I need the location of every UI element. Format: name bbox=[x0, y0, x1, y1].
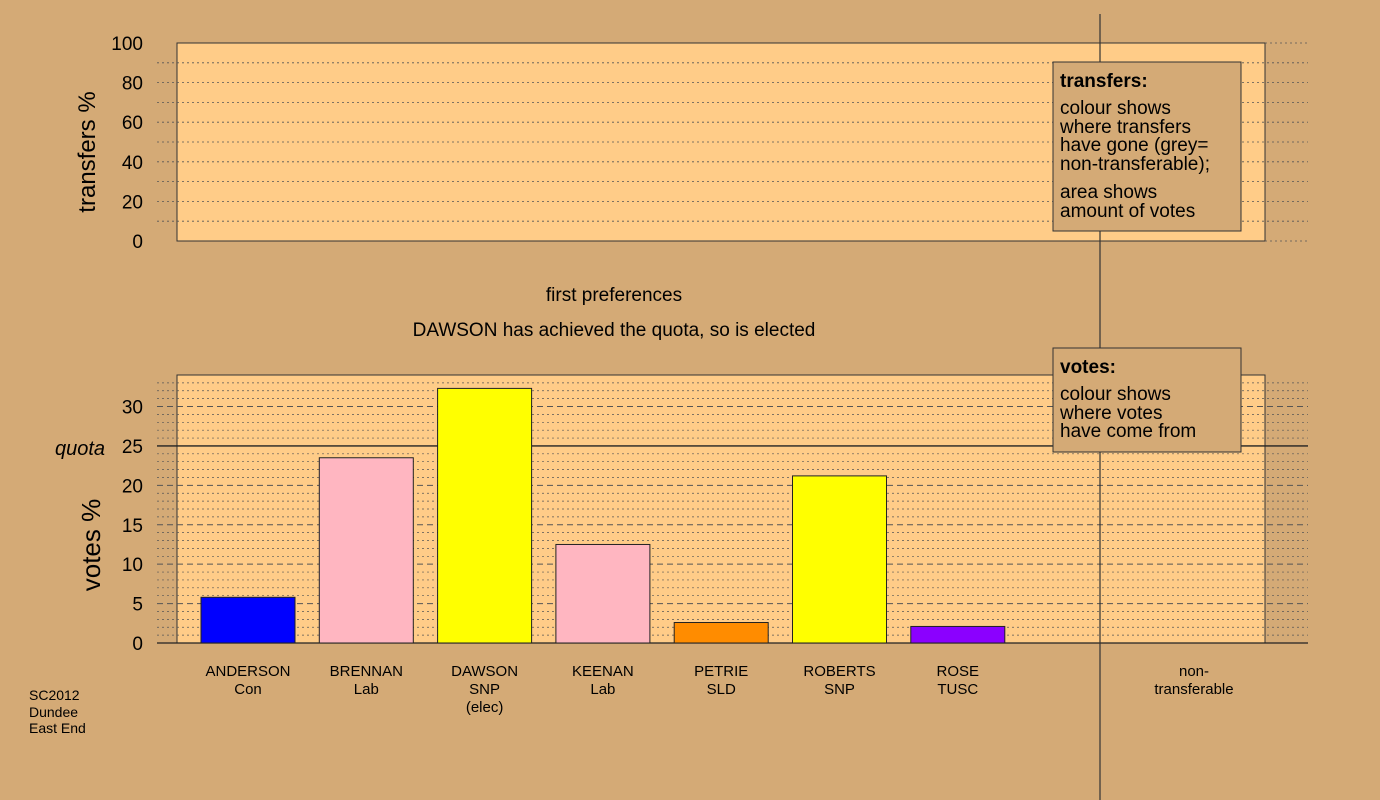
transfers-axis-label: transfers % bbox=[74, 91, 101, 212]
candidate-party-label: Con bbox=[234, 681, 262, 698]
stage-subtitle: DAWSON has achieved the quota, so is ele… bbox=[413, 320, 816, 341]
votes-plot: 051015202530ANDERSONConBRENNANLabDAWSONS… bbox=[122, 374, 1308, 716]
candidate-name-label: KEENAN bbox=[572, 663, 634, 680]
candidate-party-label: Lab bbox=[354, 681, 379, 698]
transfers-legend: transfers: colour shows where transfers … bbox=[1052, 61, 1242, 232]
transfers-tick-label: 100 bbox=[111, 34, 143, 55]
transfers-legend-line: colour shows bbox=[1060, 98, 1171, 119]
transfers-legend-line: amount of votes bbox=[1060, 201, 1195, 222]
transfers-tick-label: 60 bbox=[122, 113, 143, 134]
bar-brennan bbox=[318, 457, 414, 644]
candidate-party-label: Lab bbox=[590, 681, 615, 698]
votes-tick-label: 30 bbox=[122, 398, 143, 419]
candidate-name-label: ROSE bbox=[937, 663, 980, 680]
transfers-legend-line: non-transferable); bbox=[1060, 154, 1210, 175]
bar-rose bbox=[910, 625, 1006, 644]
candidate-name-label: BRENNAN bbox=[330, 663, 403, 680]
votes-tick-label: 15 bbox=[122, 516, 143, 537]
votes-tick-label: 25 bbox=[122, 437, 143, 458]
quota-label: quota bbox=[55, 438, 105, 460]
votes-axis-label: votes % bbox=[76, 499, 106, 592]
votes-tick-label: 5 bbox=[132, 595, 143, 616]
bar-roberts bbox=[792, 475, 887, 644]
footer-line: East End bbox=[29, 720, 86, 736]
footer-line: Dundee bbox=[29, 704, 78, 720]
candidate-name-label: ROBERTS bbox=[803, 663, 875, 680]
candidate-party-label: TUSC bbox=[937, 681, 978, 698]
candidate-party-label: SNP bbox=[469, 681, 500, 698]
bar-anderson bbox=[200, 596, 296, 644]
votes-tick-label: 0 bbox=[132, 634, 143, 655]
votes-legend-line: colour shows bbox=[1060, 384, 1171, 405]
transfers-tick-label: 40 bbox=[122, 153, 143, 174]
bar-petrie bbox=[673, 622, 769, 644]
votes-legend-line: where votes bbox=[1059, 403, 1162, 424]
transfers-legend-line: where transfers bbox=[1059, 117, 1191, 138]
footer-line: SC2012 bbox=[29, 687, 80, 703]
candidate-note-label: (elec) bbox=[466, 699, 504, 716]
votes-legend-heading: votes: bbox=[1060, 357, 1116, 378]
stage-title: first preferences bbox=[546, 285, 682, 306]
candidate-name-label: ANDERSON bbox=[205, 663, 290, 680]
transfers-tick-label: 80 bbox=[122, 74, 143, 95]
votes-tick-label: 10 bbox=[122, 555, 143, 576]
bar-dawson bbox=[437, 387, 533, 644]
candidate-name-label: PETRIE bbox=[694, 663, 748, 680]
transfers-legend-line: area shows bbox=[1060, 182, 1157, 203]
bar-keenan bbox=[555, 543, 651, 644]
candidate-name-label: DAWSON bbox=[451, 663, 518, 680]
candidate-party-label: SNP bbox=[824, 681, 855, 698]
votes-legend: votes: colour shows where votes have com… bbox=[1052, 347, 1242, 453]
transfers-legend-heading: transfers: bbox=[1060, 71, 1148, 92]
transfers-tick-label: 20 bbox=[122, 192, 143, 213]
nontransferable-label: transferable bbox=[1154, 681, 1233, 698]
votes-tick-label: 20 bbox=[122, 476, 143, 497]
transfers-tick-label: 0 bbox=[132, 232, 143, 253]
nontransferable-label: non- bbox=[1179, 663, 1209, 680]
transfers-legend-line: have gone (grey= bbox=[1060, 135, 1208, 156]
votes-legend-line: have come from bbox=[1060, 421, 1196, 442]
candidate-party-label: SLD bbox=[707, 681, 736, 698]
